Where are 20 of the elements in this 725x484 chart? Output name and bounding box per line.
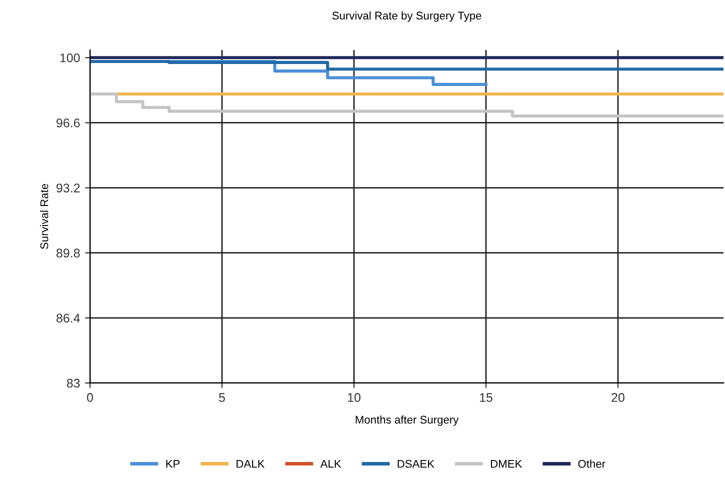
y-tick-label: 93.2	[56, 184, 80, 192]
x-tick-label: 15	[480, 393, 492, 402]
y-tick-label: 96.6	[56, 118, 80, 128]
y-axis-title: Survival Rate	[40, 184, 48, 250]
x-tick-label: 5	[219, 393, 225, 402]
legend-label: KP	[166, 460, 180, 468]
x-tick-label: 0	[87, 393, 93, 402]
legend-label: DALK	[236, 460, 265, 468]
y-tick-label: 100	[60, 53, 80, 62]
y-tick-label: 83	[66, 378, 80, 388]
chart-title: Survival Rate by Surgery Type	[332, 11, 482, 22]
x-tick-label: 10	[348, 393, 360, 402]
y-tick-label: 89.8	[56, 248, 80, 258]
legend-label: DSAEK	[398, 460, 434, 468]
legend-label: ALK	[320, 460, 342, 468]
y-tick-label: 86.4	[56, 314, 80, 323]
x-tick-label: 20	[612, 393, 624, 402]
legend-label: Other	[578, 460, 606, 468]
legend-label: DMEK	[490, 460, 522, 468]
x-axis-title: Months after Surgery	[356, 415, 459, 426]
